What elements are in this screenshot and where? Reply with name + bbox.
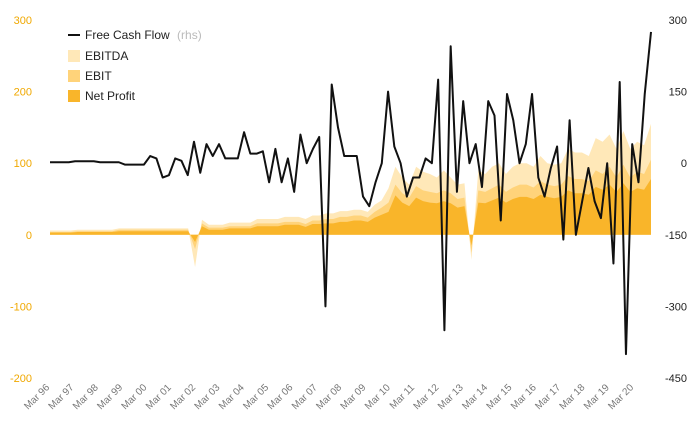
x-tick-label: Mar 97: [47, 382, 77, 412]
right-tick-label: -150: [665, 230, 687, 242]
right-tick-label: 150: [669, 87, 687, 99]
legend-label-net-profit: Net Profit: [85, 89, 136, 103]
legend: Free Cash Flow (rhs) EBITDA EBIT Net Pro…: [68, 28, 202, 103]
x-tick-label: Mar 03: [193, 382, 223, 412]
legend-swatch-net-profit: [68, 90, 80, 102]
legend-swatch-ebitda: [68, 50, 80, 62]
left-tick-label: -200: [10, 373, 32, 385]
x-tick-label: Mar 96: [22, 382, 52, 412]
x-tick-label: Mar 01: [144, 382, 174, 412]
x-tick-label: Mar 14: [460, 382, 490, 412]
legend-fcf-name: Free Cash Flow: [85, 28, 170, 42]
legend-label-fcf: Free Cash Flow (rhs): [85, 28, 202, 42]
x-tick-label: Mar 99: [95, 382, 125, 412]
line-layer: [50, 31, 652, 356]
x-tick-label: Mar 20: [606, 382, 636, 412]
x-tick-label: Mar 98: [71, 382, 101, 412]
legend-label-ebitda: EBITDA: [85, 49, 128, 63]
right-tick-label: 300: [669, 15, 687, 27]
left-tick-label: -100: [10, 301, 32, 313]
x-tick-label: Mar 09: [339, 382, 369, 412]
area-layer: [50, 123, 651, 268]
left-tick-label: 200: [14, 87, 32, 99]
area-net-profit: [50, 178, 651, 246]
x-tick-label: Mar 13: [436, 382, 466, 412]
left-tick-label: 100: [14, 158, 32, 170]
x-tick-label: Mar 06: [266, 382, 296, 412]
x-tick-label: Mar 11: [388, 382, 418, 412]
right-axis: 300 150 0 -150 -300 -450: [665, 15, 687, 385]
right-tick-label: -450: [665, 373, 687, 385]
x-tick-label: Mar 15: [485, 382, 515, 412]
legend-label-ebit: EBIT: [85, 69, 112, 83]
right-tick-label: 0: [681, 158, 687, 170]
x-tick-label: Mar 07: [290, 382, 320, 412]
x-tick-label: Mar 08: [314, 382, 344, 412]
left-tick-label: 300: [14, 15, 32, 27]
legend-swatch-ebit: [68, 70, 80, 82]
line-free-cash-flow: [50, 31, 652, 356]
left-tick-label: 0: [26, 230, 32, 242]
x-tick-label: Mar 16: [509, 382, 539, 412]
left-axis: 300 200 100 0 -100 -200: [10, 15, 32, 385]
x-tick-label: Mar 19: [582, 382, 612, 412]
right-tick-label: -300: [665, 301, 687, 313]
x-tick-label: Mar 18: [558, 382, 588, 412]
x-tick-label: Mar 10: [363, 382, 393, 412]
x-tick-label: Mar 17: [533, 382, 563, 412]
legend-fcf-suffix: (rhs): [177, 28, 202, 42]
x-tick-label: Mar 04: [217, 382, 247, 412]
x-tick-label: Mar 00: [120, 382, 150, 412]
x-tick-label: Mar 02: [168, 382, 198, 412]
x-tick-label: Mar 12: [412, 382, 442, 412]
x-tick-label: Mar 05: [241, 382, 271, 412]
